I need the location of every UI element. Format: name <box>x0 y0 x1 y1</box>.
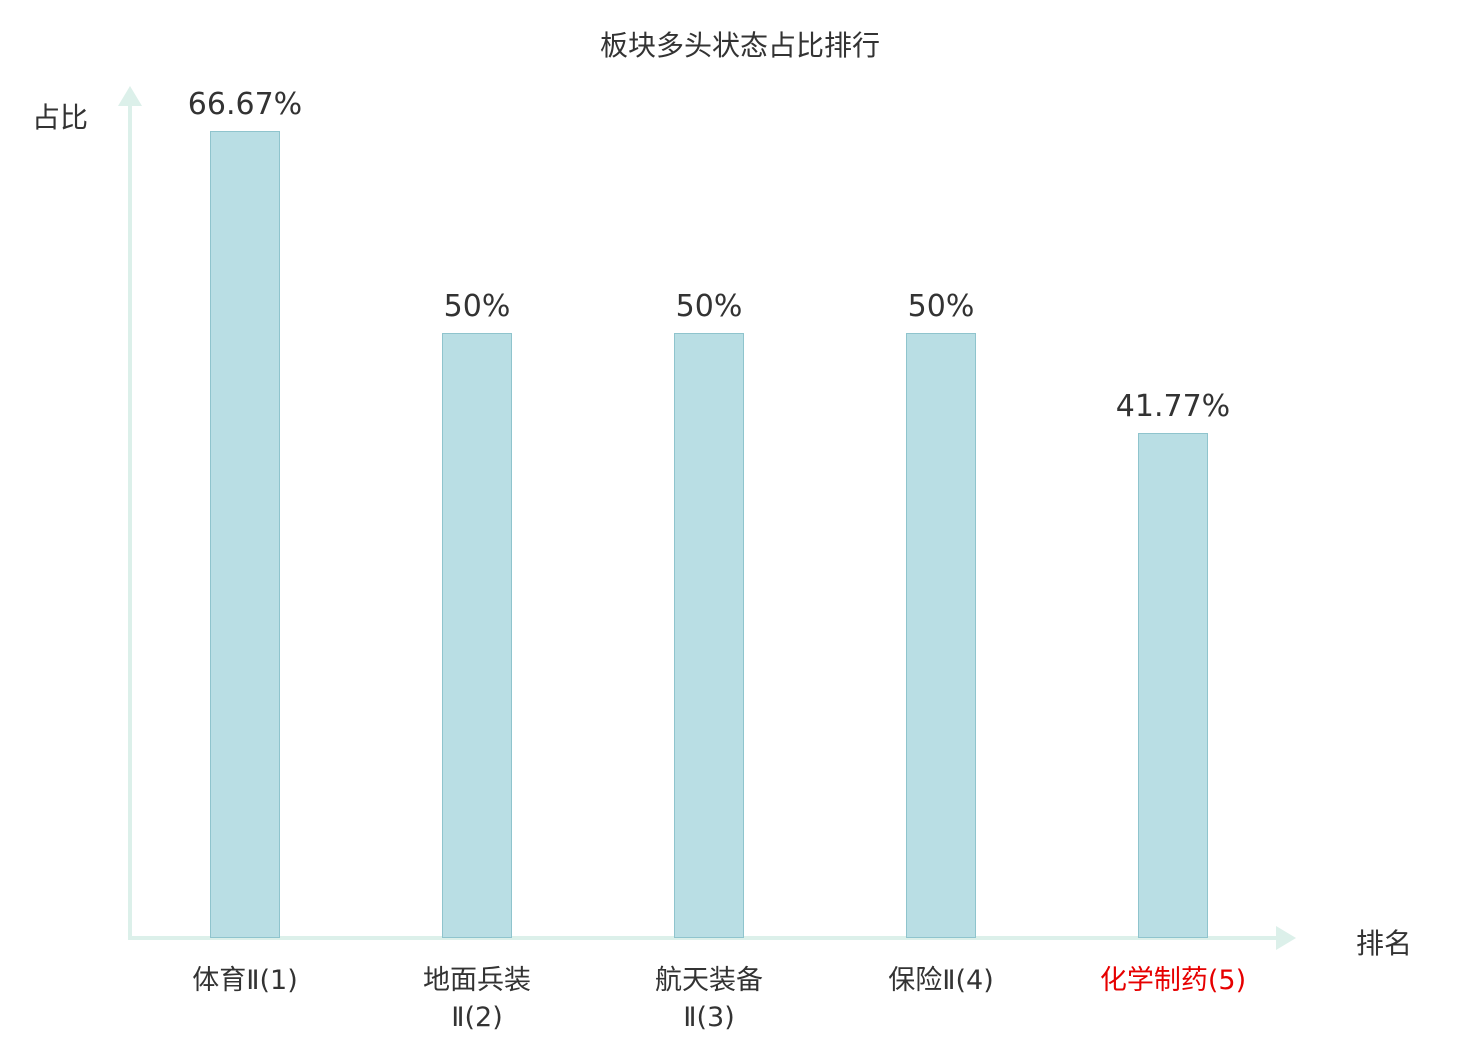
category-label-5: 化学制药(5) <box>1099 965 1247 996</box>
value-label-3: 50% <box>675 289 743 324</box>
chart-title: 板块多头状态占比排行 <box>599 29 880 62</box>
x-axis-arrow-icon <box>1276 926 1296 950</box>
category-label-4: 保险Ⅱ(4) <box>888 965 994 996</box>
x-axis-line <box>128 926 1296 950</box>
category-label-2: 地面兵装 Ⅱ(2) <box>423 965 531 1033</box>
value-label-4: 50% <box>907 289 975 324</box>
value-label-2: 50% <box>443 289 511 324</box>
category-label-3: 航天装备 Ⅱ(3) <box>655 965 763 1033</box>
value-label-5: 41.77% <box>1115 389 1231 424</box>
bar-5 <box>1138 433 1208 938</box>
bar-4 <box>906 333 976 938</box>
bar-1 <box>210 131 280 938</box>
value-label-1: 66.67% <box>187 87 303 122</box>
x-axis-label: 排名 <box>1356 927 1413 960</box>
y-axis-line <box>118 86 142 940</box>
y-axis-label: 占比 <box>32 101 89 134</box>
y-axis-arrow-icon <box>118 86 142 106</box>
bar-3 <box>674 333 744 938</box>
category-label-1: 体育Ⅱ(1) <box>192 965 298 996</box>
bar-2 <box>442 333 512 938</box>
